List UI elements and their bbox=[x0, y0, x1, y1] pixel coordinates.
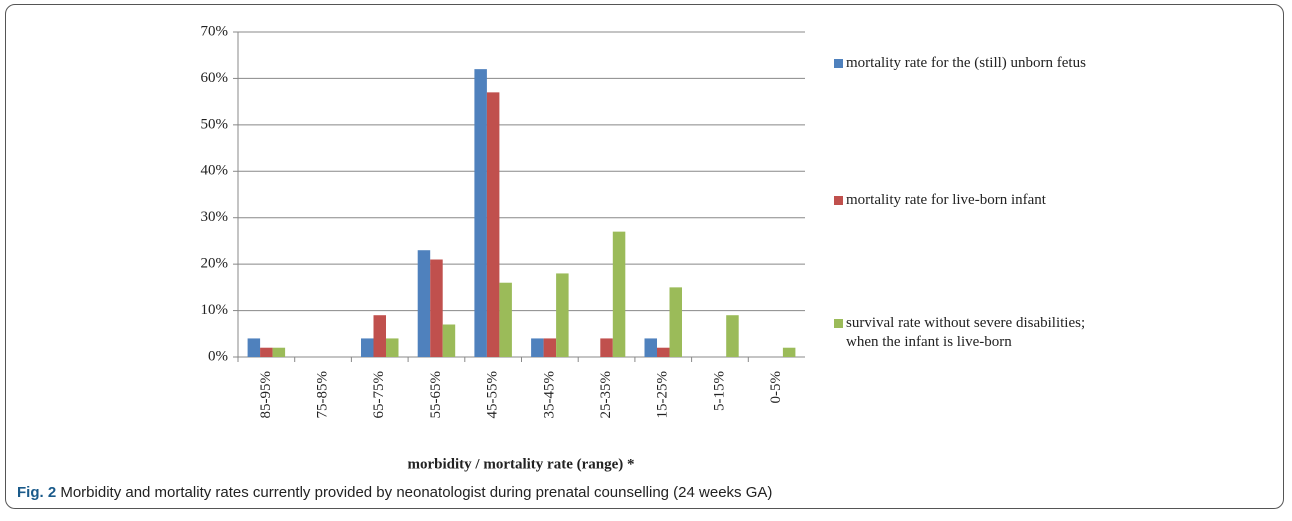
bar bbox=[361, 338, 374, 357]
caption: Fig. 2 Morbidity and mortality rates cur… bbox=[17, 484, 772, 501]
x-tick-label: 5-15% bbox=[711, 371, 727, 411]
legend-swatch bbox=[834, 319, 843, 328]
x-tick-label: 75-85% bbox=[314, 371, 330, 419]
bar bbox=[474, 69, 487, 358]
x-tick-label: 15-25% bbox=[655, 371, 671, 419]
y-tick-label: 70% bbox=[201, 23, 229, 39]
bar bbox=[442, 324, 456, 357]
bar bbox=[644, 338, 657, 357]
x-axis-title: morbidity / mortality rate (range) * bbox=[407, 456, 634, 472]
bar bbox=[657, 347, 670, 357]
bar bbox=[430, 259, 443, 357]
y-tick-label: 20% bbox=[201, 256, 229, 272]
bar bbox=[556, 273, 569, 357]
bar bbox=[386, 338, 399, 357]
bar bbox=[600, 338, 613, 357]
x-tick-label: 85-95% bbox=[258, 371, 274, 419]
y-tick-label: 30% bbox=[201, 209, 229, 225]
y-tick-label: 10% bbox=[201, 302, 229, 318]
bar bbox=[543, 338, 557, 357]
figure-frame bbox=[5, 4, 1284, 509]
bar bbox=[247, 338, 261, 357]
legend-entry: mortality rate for the (still) unborn fe… bbox=[834, 54, 1116, 73]
y-tick-label: 0% bbox=[208, 348, 228, 364]
bar bbox=[373, 315, 386, 357]
x-tick-label: 55-65% bbox=[428, 371, 444, 419]
x-tick-label: 0-5% bbox=[768, 371, 784, 404]
bar bbox=[531, 338, 544, 357]
legend-entry: mortality rate for live-born infant bbox=[834, 191, 1116, 210]
legend-label: survival rate without severe disabilitie… bbox=[846, 315, 1086, 350]
bar bbox=[782, 347, 796, 357]
bar bbox=[486, 92, 500, 357]
y-tick-label: 60% bbox=[201, 70, 229, 86]
legend-label: mortality rate for the (still) unborn fe… bbox=[846, 55, 1086, 71]
legend-entry: survival rate without severe disabilitie… bbox=[834, 314, 1116, 352]
caption-label: Fig. 2 bbox=[17, 484, 57, 501]
bar bbox=[499, 282, 512, 357]
legend-swatch bbox=[834, 59, 843, 68]
x-tick-label: 65-75% bbox=[371, 371, 387, 419]
y-tick-label: 40% bbox=[201, 163, 229, 179]
bar bbox=[726, 315, 739, 357]
y-tick-label: 50% bbox=[201, 116, 229, 132]
legend-swatch bbox=[834, 196, 843, 205]
x-tick-label: 25-35% bbox=[598, 371, 614, 419]
bar bbox=[417, 250, 431, 357]
x-tick-label: 35-45% bbox=[541, 371, 557, 419]
bar bbox=[669, 287, 682, 357]
legend-label: mortality rate for live-born infant bbox=[846, 192, 1046, 208]
bar bbox=[272, 347, 286, 357]
bar bbox=[260, 347, 273, 357]
caption-text: Morbidity and mortality rates currently … bbox=[60, 484, 773, 501]
x-tick-label: 45-55% bbox=[485, 371, 501, 419]
bar bbox=[612, 231, 626, 357]
